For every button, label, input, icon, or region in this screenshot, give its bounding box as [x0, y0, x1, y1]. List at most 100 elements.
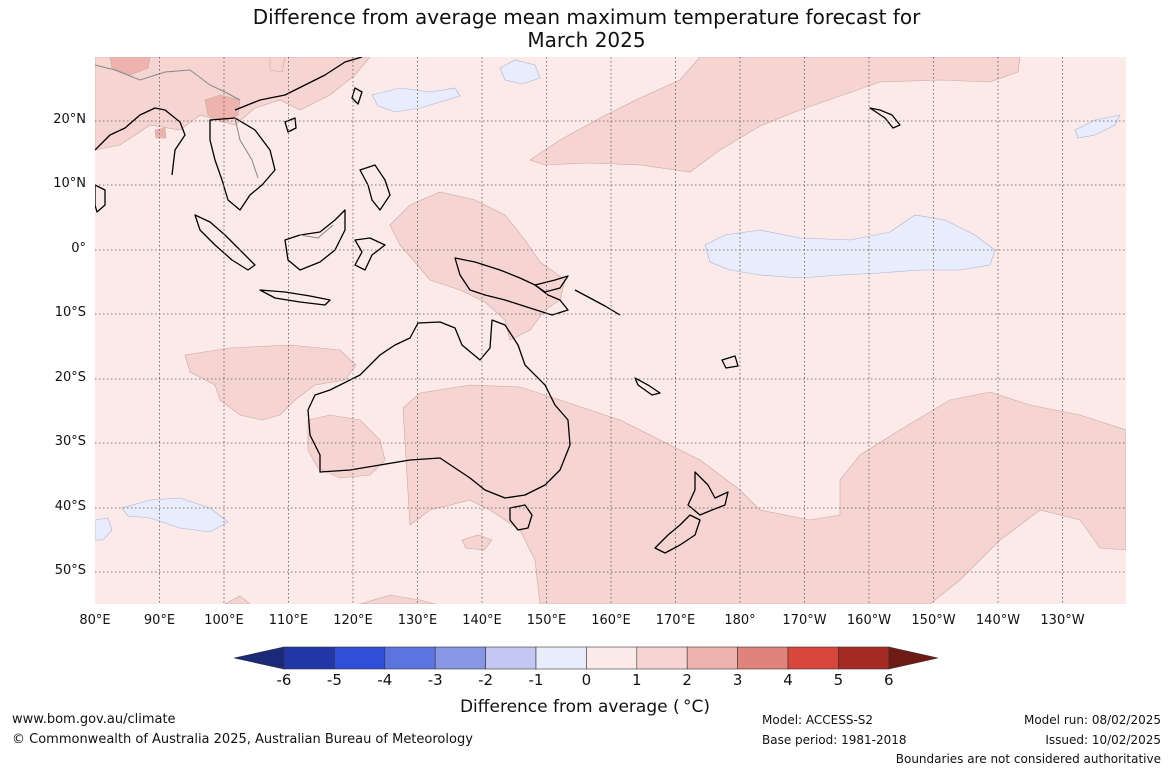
anomaly-region-1-2-indian-ocean: [184, 344, 357, 421]
lon-label: 180°: [724, 613, 756, 628]
lon-label: 170°E: [655, 613, 696, 628]
colorbar-segment: [434, 646, 486, 670]
colorbar-tick-label: 2: [682, 671, 692, 689]
colorbar-segment: [787, 646, 839, 670]
model-run-date: Model run: 08/02/2025: [1023, 713, 1161, 727]
map-title-line-1: Difference from average mean maximum tem…: [252, 5, 921, 29]
anomaly-region-1-2-sw-corner: [224, 595, 251, 604]
coastline-taiwan: [351, 87, 363, 105]
anomaly-region-1-2-australia-south: [402, 384, 1126, 604]
colorbar-tick-label: 3: [732, 671, 743, 689]
anomaly-region-2-3-myanmar: [204, 94, 241, 123]
anomaly-region-1-2-south-small: [461, 534, 493, 551]
lon-label: 160°W: [846, 613, 892, 628]
coastline-fiji: [721, 355, 739, 369]
colorbar-tick-label: -2: [478, 671, 494, 689]
coastline-australia: [307, 319, 571, 499]
colorbar-segment: [535, 646, 587, 670]
border-asia: [95, 64, 241, 101]
coastline-new-zealand-south: [654, 514, 701, 554]
boundaries-disclaimer: Boundaries are not considered authoritat…: [895, 752, 1161, 766]
colorbar-tick-label: 5: [833, 671, 844, 689]
coastline-new-caledonia: [634, 377, 661, 396]
website-link[interactable]: www.bom.gov.au/climate: [12, 712, 176, 727]
anomaly-region-1-2-png: [389, 191, 566, 341]
coastline-sri-lanka: [95, 184, 106, 213]
colorbar-tick-label: -5: [326, 671, 342, 689]
lon-label: 110°E: [268, 613, 309, 628]
lon-label: 130°E: [397, 613, 438, 628]
border-indochina: [234, 117, 259, 179]
lat-label: 20°N: [53, 112, 86, 127]
colorbar-segment: [283, 646, 335, 670]
colorbar-low-extension: [233, 646, 285, 670]
colorbar-segment: [334, 646, 386, 670]
lon-label: 170°W: [782, 613, 827, 628]
anomaly-region-neg-west-edge: [95, 517, 113, 541]
anomaly-region-neg-southern-indian: [121, 497, 229, 533]
lat-label: 30°S: [54, 434, 86, 449]
lat-lon-grid: [95, 57, 1126, 604]
coastline-indochina: [209, 117, 276, 211]
border-borneo: [299, 224, 334, 239]
lon-label: 140°E: [462, 613, 502, 628]
colorbar-segment: [737, 646, 789, 670]
colorbar-tick-label: 4: [783, 671, 793, 689]
base-period: Base period: 1981-2018: [762, 733, 907, 747]
copyright-text: © Commonwealth of Australia 2025, Austra…: [12, 732, 473, 747]
colorbar-tick-label: -1: [528, 671, 544, 689]
colorbar-tick-label: -6: [276, 671, 292, 689]
colorbar-tick-label: 1: [632, 671, 642, 689]
lon-label: 140°W: [975, 613, 1021, 628]
anomaly-region-neg-north-east: [1074, 114, 1121, 139]
coastline-india: [95, 107, 186, 176]
coastline-hainan: [284, 117, 297, 133]
anomaly-region-1-2-east-asia-small: [269, 57, 286, 73]
anomaly-region-neg-equatorial-pacific: [704, 214, 996, 279]
colorbar-tick-label: -3: [427, 671, 443, 689]
issued-date: Issued: 10/02/2025: [1045, 733, 1161, 747]
colorbar-segment: [586, 646, 638, 670]
coastline-tasmania: [509, 504, 533, 531]
colorbar-high-extension: [888, 646, 939, 670]
colorbar: [233, 646, 939, 670]
colorbar-title: Difference from average ( °C): [459, 697, 711, 717]
coastline-java: [259, 289, 331, 306]
colorbar-segment: [485, 646, 537, 670]
lon-label: 150°E: [526, 613, 567, 628]
coastline-philippines: [359, 164, 391, 211]
coastline-new-zealand-north: [687, 471, 729, 516]
coastline-sulawesi: [354, 237, 386, 271]
colorbar-segment: [636, 646, 688, 670]
lon-label: 90°E: [143, 613, 176, 628]
coastline-hawaii: [869, 107, 901, 129]
lon-label: 130°W: [1040, 613, 1085, 628]
lat-label: 10°N: [53, 176, 86, 191]
map-title-line-2: March 2025: [527, 28, 646, 52]
lat-label: 10°S: [54, 305, 86, 320]
colorbar-segment: [838, 646, 890, 670]
lon-label: 120°E: [333, 613, 373, 628]
anomaly-region-2-3-himalaya: [109, 57, 151, 76]
anomaly-region-1-2-north-pacific: [529, 57, 1021, 173]
anomaly-region-neg-north-pacific-small: [499, 59, 541, 85]
lon-label: 80°E: [79, 613, 111, 628]
coastline-borneo: [284, 209, 346, 271]
colorbar-segment: [384, 646, 436, 670]
coastline-new-guinea: [454, 257, 569, 316]
lon-label: 160°E: [591, 613, 631, 628]
anomaly-region-1-2-west-australia: [307, 414, 386, 479]
coastline-sumatra: [194, 214, 256, 271]
coastline-china-coast: [234, 57, 363, 111]
lat-label: 0°: [71, 241, 86, 256]
anomaly-region-1-2-south-west: [359, 594, 436, 604]
anomaly-region-2-3-india: [154, 127, 167, 139]
lon-label: 100°E: [204, 613, 244, 628]
anomaly-region-neg-south-china-sea: [371, 87, 461, 113]
lat-label: 20°S: [54, 370, 86, 385]
colorbar-tick-label: -4: [377, 671, 393, 689]
colorbar-tick-label: 0: [581, 671, 592, 689]
lat-label: 40°S: [54, 499, 86, 514]
colorbar-segment: [686, 646, 738, 670]
